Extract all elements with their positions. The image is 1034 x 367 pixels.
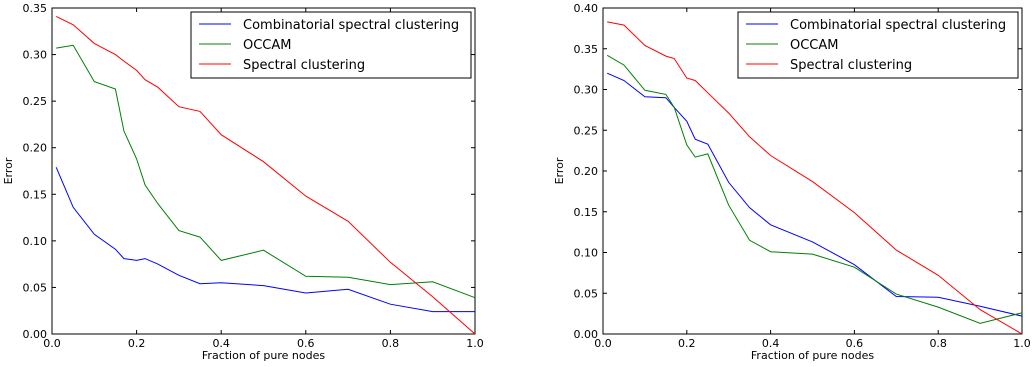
y-tick-label: 0.25	[574, 124, 599, 137]
legend-box	[737, 11, 1019, 79]
y-tick-label: 0.10	[23, 235, 48, 248]
x-tick-label: 0.4	[762, 337, 780, 350]
x-tick-label: 1.0	[466, 337, 484, 350]
y-tick-label: 0.30	[23, 49, 48, 62]
series-line-3	[55, 15, 476, 335]
series-line-2	[56, 44, 476, 299]
legend-label: OCCAM	[790, 38, 839, 53]
y-tick-label: 0.00	[574, 328, 599, 341]
series-line-1	[607, 72, 1023, 317]
x-axis-label: Fraction of pure nodes	[751, 349, 874, 362]
y-tick-label: 0.05	[574, 287, 599, 300]
legend-box	[190, 11, 472, 79]
legend-label: Spectral clustering	[790, 58, 912, 73]
legend: Combinatorial spectral clustering OCCAM Sp…	[737, 11, 1019, 79]
x-tick-label: 0.2	[128, 337, 146, 350]
y-tick-label: 0.20	[574, 165, 599, 178]
series-line-1	[55, 167, 475, 313]
x-tick-label: 0.4	[212, 337, 230, 350]
plot-frame	[51, 7, 476, 335]
y-axis-label: Error	[2, 157, 15, 184]
y-tick-label: 0.35	[23, 2, 48, 15]
x-tick-label: 0.0	[43, 337, 61, 350]
x-tick-label: 0.8	[929, 337, 947, 350]
legend-label: Combinatorial spectral clustering	[790, 18, 1006, 33]
y-tick-label: 0.15	[574, 206, 599, 219]
y-tick-label: 0.35	[574, 43, 599, 56]
chart-2: 0.0 0.2 0.4 0.6 0.8 1.0 0.00 0.05 0.10 0.15 0.20 0.…	[553, 2, 1031, 362]
x-tick-label: 0.6	[297, 337, 315, 350]
y-tick-label: 0.25	[23, 95, 48, 108]
legend-label: OCCAM	[243, 38, 292, 53]
series-line-3	[607, 21, 1023, 335]
y-tick-label: 0.10	[574, 247, 599, 260]
x-tick-label: 0.6	[846, 337, 864, 350]
y-tick-label: 0.05	[23, 281, 48, 294]
legend: Combinatorial spectral clustering OCCAM Sp…	[190, 11, 472, 79]
y-axis-label: Error	[553, 157, 566, 184]
x-tick-label: 0.8	[382, 337, 400, 350]
y-tick-label: 0.20	[23, 142, 48, 155]
y-tick-label: 0.00	[23, 328, 48, 341]
legend-label: Spectral clustering	[243, 58, 365, 73]
y-tick-label: 0.30	[574, 84, 599, 97]
chart-1: 0.0 0.2 0.4 0.6 0.8 1.0 0.00 0.05 0.10 0.15 0.20 0.…	[2, 2, 484, 362]
x-tick-label: 1.0	[1013, 337, 1031, 350]
y-tick-label: 0.40	[574, 2, 599, 15]
x-tick-label: 0.2	[678, 337, 696, 350]
series-line-2	[606, 54, 1023, 324]
y-tick-label: 0.15	[23, 188, 48, 201]
legend-label: Combinatorial spectral clustering	[243, 18, 459, 33]
x-axis-label: Fraction of pure nodes	[202, 349, 325, 362]
x-tick-label: 0.0	[594, 337, 612, 350]
